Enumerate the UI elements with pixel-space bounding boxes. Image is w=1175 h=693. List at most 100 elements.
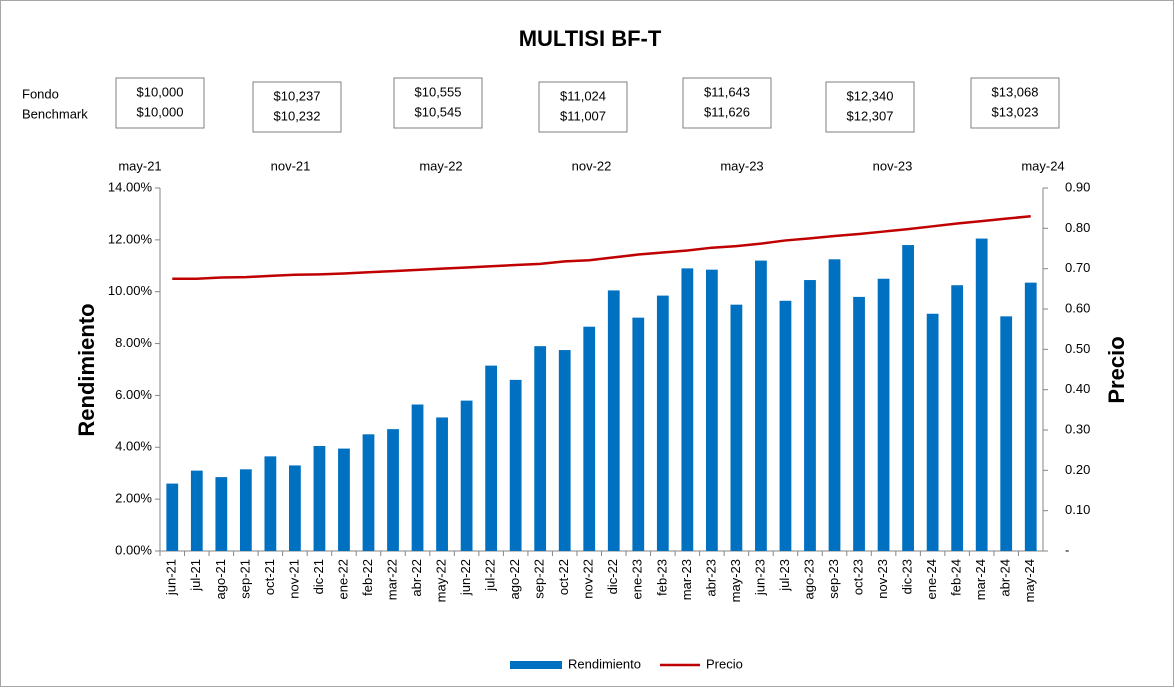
bar bbox=[387, 429, 399, 551]
value-box bbox=[682, 77, 772, 129]
y2-tick-label: 0.10 bbox=[1065, 502, 1090, 517]
bar bbox=[779, 300, 792, 551]
legend-label: Precio bbox=[706, 656, 743, 671]
legend-swatch bbox=[510, 661, 562, 669]
benchmark-value: $11,007 bbox=[560, 108, 606, 123]
bar bbox=[730, 304, 743, 551]
x-tick-label: mar-22 bbox=[384, 559, 399, 600]
bar bbox=[411, 404, 424, 551]
x-tick-label: may-23 bbox=[728, 559, 743, 602]
benchmark-value: $11,626 bbox=[704, 104, 750, 119]
benchmark-value: $10,232 bbox=[274, 108, 321, 123]
top-axis-label: may-24 bbox=[1021, 158, 1064, 173]
benchmark-value: $12,307 bbox=[847, 108, 894, 123]
x-tick-label: feb-24 bbox=[949, 559, 964, 596]
x-tick-label: nov-23 bbox=[875, 559, 890, 599]
top-axis-label: may-22 bbox=[419, 158, 462, 173]
y2-tick-label: 0.90 bbox=[1065, 179, 1090, 194]
y-axis-title: Rendimiento bbox=[74, 303, 99, 436]
x-tick-label: ago-23 bbox=[801, 559, 816, 599]
top-axis-label: may-21 bbox=[118, 158, 161, 173]
x-tick-label: feb-22 bbox=[360, 559, 375, 596]
bar bbox=[681, 268, 694, 551]
bar bbox=[975, 238, 988, 551]
y-tick-label: 0.00% bbox=[115, 542, 152, 557]
bar bbox=[460, 400, 473, 551]
bar bbox=[362, 434, 375, 551]
fondo-value: $11,024 bbox=[560, 88, 606, 103]
x-tick-label: jun-22 bbox=[458, 559, 473, 596]
fondo-value: $11,643 bbox=[704, 84, 750, 99]
row-label: Benchmark bbox=[22, 106, 88, 121]
bar bbox=[215, 477, 228, 551]
bar bbox=[509, 379, 522, 551]
x-tick-label: dic-22 bbox=[605, 559, 620, 594]
fondo-value: $10,237 bbox=[274, 88, 321, 103]
top-axis-label: nov-21 bbox=[271, 158, 311, 173]
y-tick-label: 10.00% bbox=[108, 283, 153, 298]
x-tick-label: jun-23 bbox=[752, 559, 767, 596]
bar bbox=[656, 295, 669, 551]
benchmark-value: $10,545 bbox=[415, 104, 462, 119]
fondo-value: $10,555 bbox=[415, 84, 462, 99]
y-tick-label: 4.00% bbox=[115, 439, 152, 454]
x-tick-label: oct-23 bbox=[850, 559, 865, 595]
top-axis-label: may-23 bbox=[720, 158, 763, 173]
bar bbox=[755, 260, 767, 551]
y2-tick-label: - bbox=[1065, 542, 1069, 557]
x-tick-label: sep-21 bbox=[237, 559, 252, 599]
y2-axis-title: Precio bbox=[1104, 336, 1129, 403]
x-tick-label: abr-23 bbox=[703, 559, 718, 597]
bar bbox=[534, 346, 547, 551]
y2-tick-label: 0.20 bbox=[1065, 462, 1090, 477]
bar bbox=[558, 350, 571, 551]
x-tick-label: nov-22 bbox=[581, 559, 596, 599]
y2-tick-label: 0.80 bbox=[1065, 220, 1090, 235]
value-box bbox=[115, 77, 205, 129]
bar bbox=[926, 313, 939, 551]
top-axis-label: nov-22 bbox=[572, 158, 612, 173]
bar bbox=[828, 259, 841, 551]
x-tick-label: may-24 bbox=[1022, 559, 1037, 602]
y2-tick-label: 0.40 bbox=[1065, 381, 1090, 396]
price-line bbox=[172, 214, 1031, 280]
x-tick-label: nov-21 bbox=[286, 559, 301, 599]
x-tick-label: jun-21 bbox=[164, 559, 179, 596]
bar bbox=[607, 290, 620, 551]
x-tick-label: abr-22 bbox=[409, 559, 424, 597]
x-tick-label: abr-24 bbox=[998, 559, 1013, 597]
y2-tick-label: 0.30 bbox=[1065, 421, 1090, 436]
x-tick-label: may-22 bbox=[434, 559, 449, 602]
bar bbox=[289, 465, 301, 551]
x-tick-label: ago-22 bbox=[507, 559, 522, 599]
bar bbox=[1024, 282, 1037, 551]
y2-tick-label: 0.70 bbox=[1065, 260, 1090, 275]
x-tick-label: sep-22 bbox=[532, 559, 547, 599]
x-tick-label: jul-21 bbox=[188, 559, 203, 592]
value-box bbox=[825, 81, 915, 133]
fondo-value: $13,068 bbox=[992, 84, 1039, 99]
x-tick-label: ene-22 bbox=[335, 559, 350, 599]
row-label: Fondo bbox=[22, 86, 59, 101]
chart-title: MULTISI BF-T bbox=[519, 26, 662, 51]
bar bbox=[436, 417, 448, 551]
y-tick-label: 2.00% bbox=[115, 491, 152, 506]
benchmark-value: $13,023 bbox=[992, 104, 1039, 119]
x-tick-label: ago-21 bbox=[213, 559, 228, 599]
bar bbox=[1000, 316, 1013, 551]
fondo-value: $10,000 bbox=[137, 84, 184, 99]
y-tick-label: 8.00% bbox=[115, 335, 152, 350]
x-tick-label: ene-24 bbox=[924, 559, 939, 599]
bar bbox=[877, 278, 890, 551]
y-tick-label: 12.00% bbox=[108, 231, 153, 246]
x-tick-label: mar-23 bbox=[679, 559, 694, 600]
top-axis-label: nov-23 bbox=[873, 158, 913, 173]
fondo-value: $12,340 bbox=[847, 88, 894, 103]
bar bbox=[804, 280, 816, 551]
value-box bbox=[538, 81, 628, 133]
x-tick-label: feb-23 bbox=[654, 559, 669, 596]
x-tick-label: dic-23 bbox=[900, 559, 915, 594]
y2-tick-label: 0.50 bbox=[1065, 341, 1090, 356]
value-box bbox=[393, 77, 483, 129]
bar bbox=[190, 470, 203, 551]
